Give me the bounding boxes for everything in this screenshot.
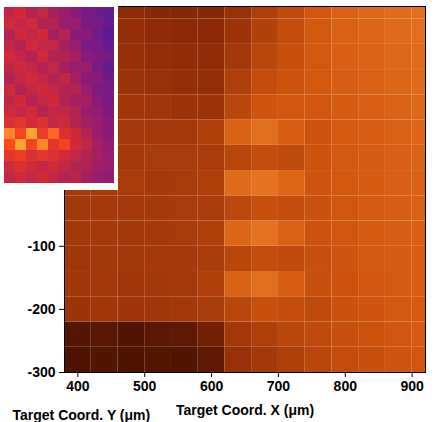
svg-text:500: 500 xyxy=(133,378,157,394)
svg-text:-100: -100 xyxy=(27,238,55,254)
svg-text:800: 800 xyxy=(334,378,358,394)
svg-text:600: 600 xyxy=(200,378,224,394)
svg-text:Target Coord. X (μm): Target Coord. X (μm) xyxy=(176,402,314,418)
svg-text:-200: -200 xyxy=(27,301,55,317)
svg-text:400: 400 xyxy=(66,378,90,394)
svg-text:900: 900 xyxy=(400,378,424,394)
svg-text:Target Coord. Y (μm): Target Coord. Y (μm) xyxy=(13,407,151,422)
svg-text:-300: -300 xyxy=(27,364,55,380)
svg-text:700: 700 xyxy=(267,378,291,394)
